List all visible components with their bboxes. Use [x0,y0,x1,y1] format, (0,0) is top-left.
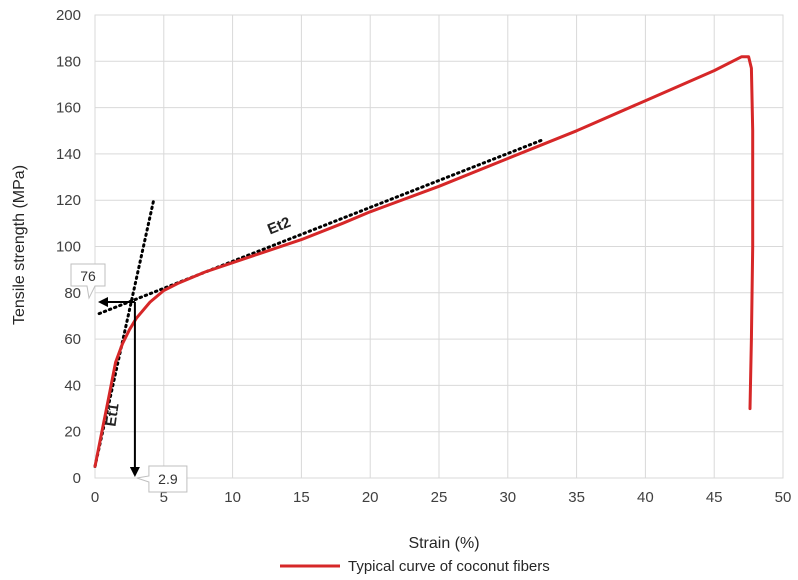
y-tick-label: 100 [56,239,81,256]
y-tick-label: 180 [56,53,81,70]
x-axis-title: Strain (%) [408,535,479,552]
y-tick-label: 140 [56,146,81,163]
callout-text: 76 [80,268,96,284]
legend: Typical curve of coconut fibers [280,558,550,575]
plot-area [94,14,784,479]
y-tick-label: 200 [56,7,81,24]
legend-label: Typical curve of coconut fibers [348,558,550,575]
y-axis-ticks: 0 20 40 60 80 100 120 140 160 180 200 [56,7,81,487]
y-tick-label: 80 [64,285,81,302]
callout-76: 76 [70,263,106,300]
series-line-0 [93,55,755,468]
x-tick-label: 45 [706,489,723,506]
tangent-label-et2: Et2 [265,214,293,239]
annotations: 762.9 [70,263,188,493]
x-tick-label: 15 [293,489,310,506]
y-axis-title: Tensile strength (MPa) [11,165,28,325]
x-tick-label: 50 [775,489,792,506]
x-axis-ticks: 0 5 10 15 20 25 30 35 40 45 50 [91,489,792,506]
y-tick-label: 0 [73,470,81,487]
x-tick-label: 35 [568,489,585,506]
y-tick-label: 40 [64,377,81,394]
tangent-line-et2 [97,138,544,316]
x-tick-label: 25 [431,489,448,506]
x-tick-label: 20 [362,489,379,506]
y-tick-label: 120 [56,192,81,209]
y-tick-label: 20 [64,424,81,441]
y-tick-label: 160 [56,100,81,117]
y-tick-label: 60 [64,331,81,348]
x-tick-label: 0 [91,489,99,506]
series-layer [93,55,755,468]
callout-box [70,263,106,300]
x-tick-label: 40 [637,489,654,506]
x-tick-label: 5 [160,489,168,506]
x-tick-label: 10 [224,489,241,506]
callout-text: 2.9 [158,471,178,487]
callout-box [136,465,188,493]
plot-border [94,14,784,479]
callout-2-9: 2.9 [136,465,188,493]
x-tick-label: 30 [499,489,516,506]
